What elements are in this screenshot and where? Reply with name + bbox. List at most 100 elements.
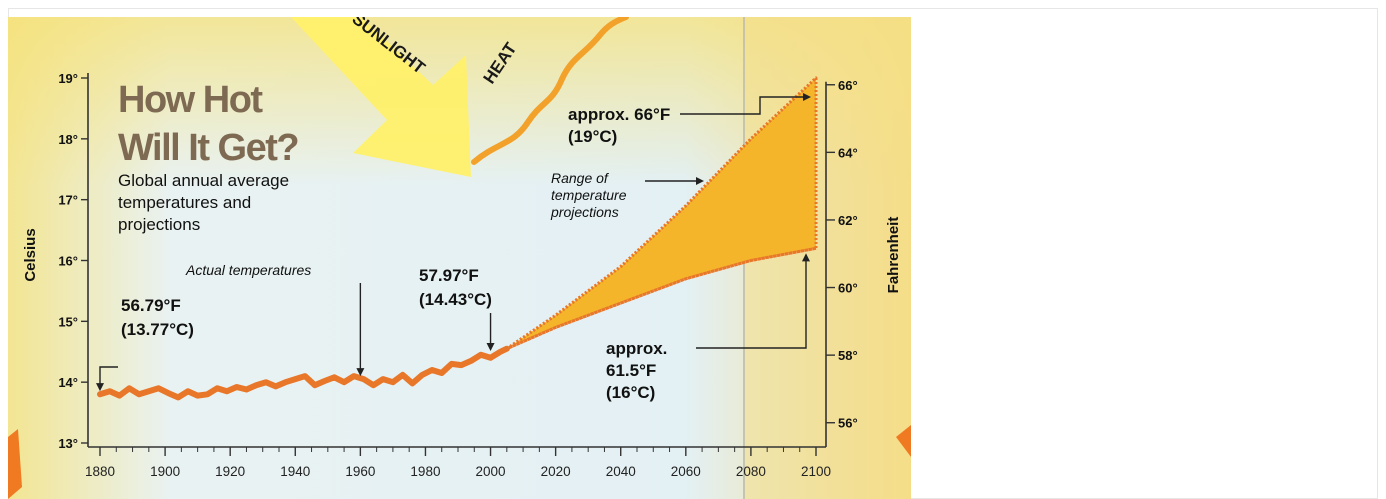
actual-temperature-point [468, 358, 474, 364]
actual-temperature-point [263, 379, 269, 385]
actual-temperature-point [351, 373, 357, 379]
actual-temperature-point [400, 372, 406, 378]
annotation-lower-projection: approx. 61.5°F (16°C) [606, 339, 667, 402]
x-tick-label: 2100 [801, 464, 831, 479]
x-tick-label: 2060 [671, 464, 701, 479]
annotations: 56.79°F (13.77°C) Actual temperatures 57.97… [96, 93, 811, 402]
annotation-lower-projection-line: 61.5°F [606, 361, 656, 380]
actual-temperature-point [146, 388, 152, 394]
x-tick-label: 2020 [541, 464, 571, 479]
actual-temperature-point [419, 372, 425, 378]
annotation-2000-value-line: (14.43°C) [419, 290, 492, 309]
x-tick-label: 2080 [736, 464, 766, 479]
actual-temperature-point [126, 385, 132, 391]
actual-temperature-point [107, 388, 113, 394]
chart-title: How Hot Will It Get? [118, 79, 300, 169]
y-left-tick-label: 19° [58, 71, 78, 86]
actual-temperature-point [478, 352, 484, 358]
y-right-tick-label: 62° [838, 213, 858, 228]
x-tick-label: 2000 [476, 464, 506, 479]
annotation-2000-value-line: 57.97°F [419, 266, 479, 285]
actual-temperature-point [312, 382, 318, 388]
y-right-tick-label: 66° [838, 78, 858, 93]
actual-temperature-point [117, 393, 122, 398]
chart-title-line: Will It Get? [118, 127, 298, 169]
y-axis-right-ticks: 56° 58° 60° 62° 64° 66° [826, 78, 858, 431]
heat-wave-line [471, 17, 629, 165]
actual-temperature-point [322, 378, 327, 384]
annotation-1880-value: 56.79°F (13.77°C) [121, 296, 194, 339]
actual-temperature-point [429, 367, 435, 373]
y-left-tick-label: 14° [58, 375, 78, 390]
actual-temperature-point [244, 387, 249, 392]
actual-temperature-point [331, 374, 337, 380]
x-tick-label: 1980 [410, 464, 440, 479]
annotation-1880-value-line: 56.79°F [121, 296, 181, 315]
actual-temperature-point [283, 379, 288, 385]
actual-temperature-point [341, 379, 347, 385]
chart-title-line: How Hot [118, 79, 263, 121]
actual-temperature-point [195, 393, 201, 398]
actual-temperature-point [224, 388, 230, 394]
x-tick-label: 1900 [150, 464, 180, 479]
actual-temperature-point [449, 361, 454, 367]
actual-temperature-point [175, 394, 181, 400]
actual-temperature-point [205, 391, 210, 397]
chart-subtitle: Global annual average temperatures and pro… [118, 171, 289, 234]
chart-subtitle-line: projections [118, 215, 200, 234]
actual-temperature-point [488, 355, 493, 361]
x-tick-label: 2040 [606, 464, 636, 479]
actual-temperature-point [165, 390, 171, 396]
annotation-1880-arrow [96, 366, 118, 392]
actual-temperature-point [234, 384, 240, 390]
y-axis-label-celsius: Celsius [22, 228, 39, 281]
annotation-upper-projection: approx. 66°F (19°C) [568, 105, 670, 146]
actual-temperature-point [458, 362, 464, 368]
y-left-tick-label: 13° [58, 436, 78, 451]
annotation-range-of-projections: Range of temperature projections [550, 170, 627, 220]
x-tick-label: 1880 [85, 464, 115, 479]
annotation-actual-temperatures-line: Actual temperatures [185, 262, 311, 278]
actual-temperature-point [136, 391, 142, 397]
actual-temperature-point [370, 382, 376, 388]
annotation-2000-value: 57.97°F (14.43°C) [419, 266, 492, 309]
projection-upper-line [505, 76, 818, 350]
annotation-upper-projection-line: (19°C) [568, 127, 617, 146]
x-tick-label: 1940 [280, 464, 310, 479]
x-tick-label: 1960 [345, 464, 375, 479]
actual-temperature-point [185, 388, 191, 394]
projection-range-area [505, 76, 818, 351]
y-right-tick-label: 60° [838, 281, 858, 296]
x-axis-ticks: 1880 1900 1920 1940 1960 1980 2000 2020 2040 2060… [85, 447, 831, 479]
actual-temperature-point [97, 391, 103, 397]
data-series [97, 76, 818, 401]
actual-temperature-point [380, 376, 386, 382]
x-tick-label: 1920 [215, 464, 245, 479]
y-left-tick-label: 18° [58, 132, 78, 147]
chart-subtitle-line: Global annual average [118, 171, 289, 190]
chart-subtitle-line: temperatures and [118, 193, 251, 212]
actual-temperature-point [253, 382, 259, 388]
y-right-tick-label: 58° [838, 348, 858, 363]
annotation-lower-projection-line: approx. [606, 339, 667, 358]
corner-flame-left [8, 429, 22, 499]
annotation-lower-arrow [696, 253, 810, 349]
annotation-range-of-projections-line: temperature [551, 187, 627, 203]
actual-temperature-point [361, 376, 367, 382]
actual-temperature-point [410, 380, 415, 386]
annotation-1880-value-line: (13.77°C) [121, 320, 194, 339]
actual-temperature-point [273, 384, 279, 389]
annotation-upper-projection-line: approx. 66°F [568, 105, 670, 124]
y-left-tick-label: 17° [58, 193, 78, 208]
corner-flame-right [896, 425, 911, 457]
annotation-range-of-projections-line: projections [550, 204, 619, 220]
annotation-actual-temperatures: Actual temperatures [185, 262, 311, 278]
actual-temperature-point [156, 385, 161, 391]
actual-temperature-point [497, 349, 503, 355]
y-right-tick-label: 64° [838, 145, 858, 160]
y-axis-left-ticks: 13° 14° 15° 16° 17° 18° 19° [58, 71, 88, 451]
actual-temperature-point [390, 379, 396, 385]
actual-temperature-point [214, 385, 220, 391]
annotation-upper-arrow [680, 93, 811, 115]
